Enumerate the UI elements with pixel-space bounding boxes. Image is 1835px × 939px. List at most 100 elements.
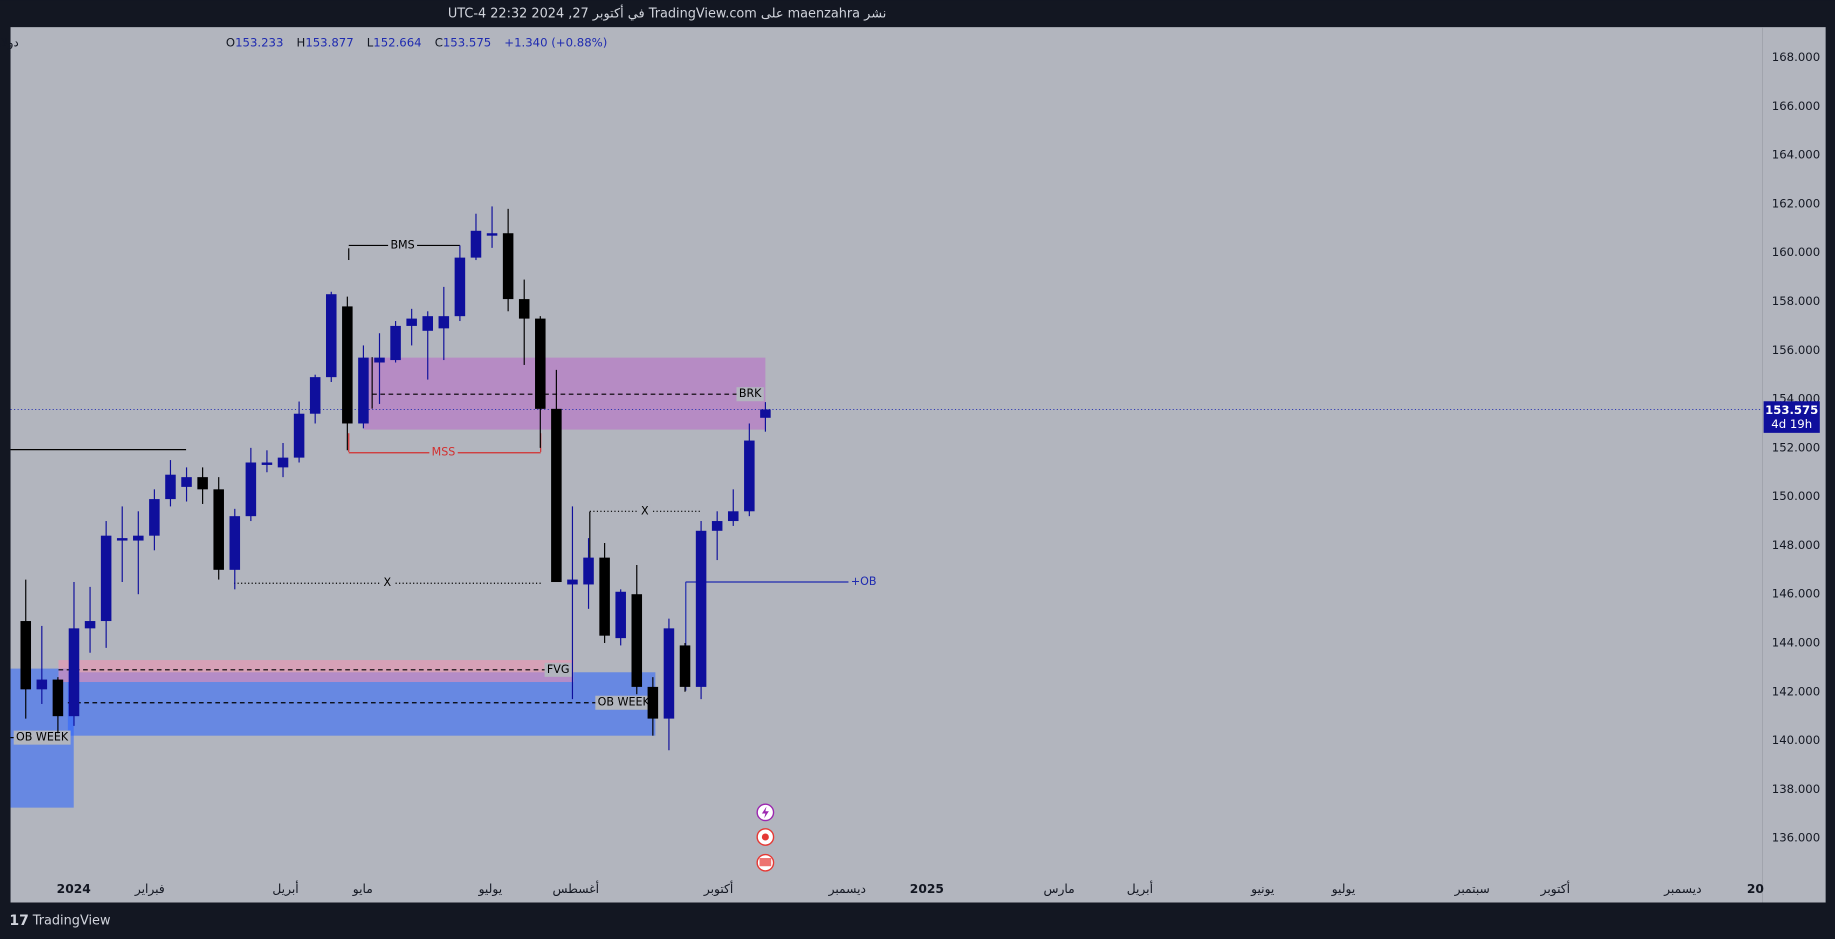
candle-body (567, 579, 578, 585)
zone (67, 672, 656, 736)
candle-body (663, 628, 675, 719)
x-tick-label: مايو (352, 882, 373, 897)
candle-body (679, 645, 691, 687)
symbol-line: دولار أمريكي / ين ياباني, 1أسبوع, FXCM (0, 34, 19, 50)
candle-body (229, 516, 241, 570)
icon-glyph (761, 833, 769, 841)
label-bg (381, 576, 394, 591)
y-tick-label: 168.000 (1772, 50, 1820, 64)
candle-body (261, 462, 273, 465)
candle-body (454, 257, 466, 317)
candle-body (68, 628, 80, 717)
annotation-label: BRK (739, 387, 762, 400)
icon-glyph (761, 806, 769, 819)
candle-body (84, 621, 96, 629)
logo-mark: 17 (9, 913, 29, 929)
x-tick-label: يوليو (478, 882, 503, 897)
ohlc-value: 152.664 (373, 35, 421, 49)
change: +1.340 (+0.88%) (504, 35, 607, 49)
x-tick-label: أكتوبر (703, 881, 733, 897)
candle-body (502, 233, 514, 300)
label-bg (736, 387, 764, 402)
x-tick-label: أكتوبر (1540, 881, 1570, 897)
y-tick-label: 142.000 (1772, 684, 1820, 698)
candle-body (744, 440, 755, 512)
candle-body (342, 306, 353, 424)
y-tick-label: 138.000 (1772, 782, 1820, 796)
ohlc-line: O153.233 H153.877 L152.664 C153.575 +1.3… (226, 35, 607, 49)
x-tick-label: 2024 (57, 882, 91, 896)
footer: 17 TradingView (9, 913, 110, 929)
y-tick-label: 146.000 (1772, 587, 1820, 601)
y-tick-label: 158.000 (1772, 294, 1820, 308)
candle-body (20, 621, 32, 690)
y-tick-label: 156.000 (1772, 343, 1820, 357)
x-tick-label: فبراير (134, 882, 165, 897)
y-tick-label: 152.000 (1772, 440, 1820, 454)
label-bg (429, 445, 458, 460)
ohlc-label: O (226, 35, 235, 49)
x-tick-label: ديسمبر (828, 882, 866, 897)
x-tick-label: مارس (1044, 882, 1075, 897)
annotation-label: OB WEEK (16, 731, 69, 744)
candle-body (631, 594, 643, 687)
annotation-label: OB WEEK (598, 696, 651, 709)
x-tick-label: ديسمبر (1663, 882, 1701, 897)
candle-body (390, 325, 401, 361)
candle-body (711, 521, 723, 531)
candle-body (647, 686, 659, 719)
ohlc-label: L (367, 35, 374, 49)
candle-body (406, 318, 417, 326)
candle-body (52, 679, 64, 717)
y-tick-label: 148.000 (1772, 538, 1820, 552)
zone (363, 357, 766, 430)
x-tick-label: أغسطس (553, 881, 599, 897)
candle-body (438, 316, 450, 329)
symbol: دولار أمريكي / ين ياباني, 1أسبوع, FXCM (0, 34, 19, 50)
plot: 168.000 166.000 164.000 162.000 160.000 158.0… (10, 50, 1820, 897)
candle-body (116, 538, 128, 541)
candle-body (100, 535, 112, 622)
annotation-label: X (384, 576, 392, 589)
candle-body (583, 557, 594, 585)
candle-body (245, 462, 257, 517)
annotation-label: X (641, 504, 649, 517)
y-tick-label: 144.000 (1772, 635, 1820, 649)
chart-area (10, 27, 1826, 903)
brand: TradingView (32, 914, 111, 929)
candle-body (518, 299, 530, 319)
candle-body (470, 230, 482, 258)
icon-glyph (759, 858, 772, 867)
x-tick-label: أبريل (272, 881, 298, 897)
candle-body (551, 408, 562, 583)
label-bg (388, 238, 418, 253)
y-tick-label: 136.000 (1772, 831, 1820, 845)
y-tick-label: 164.000 (1772, 148, 1820, 162)
candle-body (760, 409, 771, 418)
candle-body (325, 294, 337, 378)
label-bg (544, 662, 572, 677)
annotation-label: FVG (547, 663, 570, 676)
candle-body (695, 530, 707, 687)
candle-body (213, 489, 224, 570)
ohlc-value: 153.233 (235, 35, 283, 49)
y-tick-label: 162.000 (1772, 196, 1820, 210)
candle-body (615, 591, 626, 639)
price-tag-value: 153.575 (1765, 403, 1818, 417)
x-tick-label: 20 (1747, 882, 1764, 896)
y-tick-label: 160.000 (1772, 245, 1820, 259)
annotation-label: MSS (432, 446, 456, 459)
candle-body (358, 357, 369, 424)
candle-body (374, 357, 385, 363)
candle-body (309, 377, 321, 414)
y-tick-label: 140.000 (1772, 733, 1820, 747)
candle-body (36, 679, 48, 690)
countdown: 4d 19h (1771, 417, 1812, 431)
candle-body (599, 557, 610, 636)
publish-info: نشر maenzahra على TradingView.com في أكت… (448, 5, 886, 22)
candle-body (181, 477, 192, 487)
candle-body (149, 499, 160, 536)
label-bg (595, 695, 653, 710)
